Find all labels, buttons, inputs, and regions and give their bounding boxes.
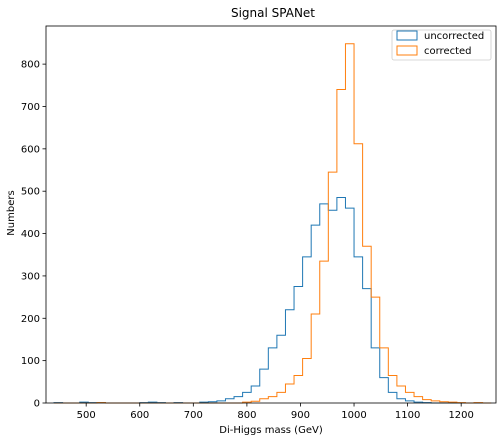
x-axis-label: Di-Higgs mass (GeV): [219, 425, 323, 436]
y-tick-label: 600: [21, 144, 40, 155]
x-tick-label: 1200: [448, 410, 473, 421]
histogram-bin-corrected: [414, 397, 423, 403]
histogram-bin-uncorrected: [234, 397, 243, 403]
y-tick-label: 200: [21, 314, 40, 325]
chart-title: Signal SPANet: [231, 6, 315, 20]
histogram-bin-corrected: [388, 375, 397, 403]
x-tick-label: 900: [291, 410, 310, 421]
histogram-bin-uncorrected: [251, 386, 260, 403]
x-tick-label: 800: [237, 410, 256, 421]
x-tick-label: 1000: [341, 410, 366, 421]
legend-swatch-corrected: [396, 45, 418, 56]
legend-swatch-uncorrected: [396, 30, 418, 41]
y-tick-label: 700: [21, 102, 40, 113]
histogram-bin-corrected: [380, 348, 389, 403]
histogram-bin-corrected: [320, 261, 329, 403]
histogram-bin-corrected: [371, 297, 380, 403]
histogram-bin-corrected: [311, 314, 320, 403]
histogram-bin-corrected: [345, 44, 354, 403]
y-tick-label: 500: [21, 187, 40, 198]
histogram-bin-corrected: [423, 400, 432, 403]
histogram-bin-corrected: [294, 375, 303, 403]
histogram-bin-corrected: [337, 90, 346, 403]
histogram-bin-uncorrected: [243, 392, 252, 403]
histogram-bin-uncorrected: [260, 369, 269, 403]
histogram-bin-corrected: [363, 246, 372, 403]
legend-label-uncorrected: uncorrected: [424, 31, 484, 42]
x-tick-label: 600: [130, 410, 149, 421]
y-tick-label: 400: [21, 229, 40, 240]
x-axis-ticks: 500 600 700 800 900 1000 1100 1200: [77, 403, 474, 421]
histogram-bin-corrected: [260, 399, 269, 403]
histogram-bin-uncorrected: [225, 399, 234, 403]
legend: uncorrected corrected: [391, 29, 492, 61]
y-tick-label: 0: [34, 399, 40, 410]
y-tick-label: 300: [21, 271, 40, 282]
y-axis-ticks: 0 100 200 300 400 500 600 700 800: [21, 60, 46, 410]
histogram-bin-corrected: [354, 144, 363, 403]
histogram-bin-corrected: [405, 392, 414, 403]
legend-label-corrected: corrected: [424, 46, 472, 57]
x-tick-label: 500: [77, 410, 96, 421]
histogram-bin-corrected: [303, 359, 312, 403]
y-axis-label: Numbers: [6, 190, 17, 235]
histogram-bin-corrected: [328, 172, 337, 403]
y-tick-label: 100: [21, 356, 40, 367]
x-tick-label: 700: [184, 410, 203, 421]
histogram-bin-uncorrected: [268, 348, 277, 403]
histogram-bin-corrected: [397, 386, 406, 403]
x-tick-label: 1100: [395, 410, 420, 421]
y-tick-label: 800: [21, 60, 40, 71]
axes-frame: [45, 25, 497, 404]
histogram-bin-corrected: [285, 384, 294, 403]
histogram-bin-corrected: [277, 392, 286, 403]
histogram-bin-corrected: [268, 397, 277, 403]
